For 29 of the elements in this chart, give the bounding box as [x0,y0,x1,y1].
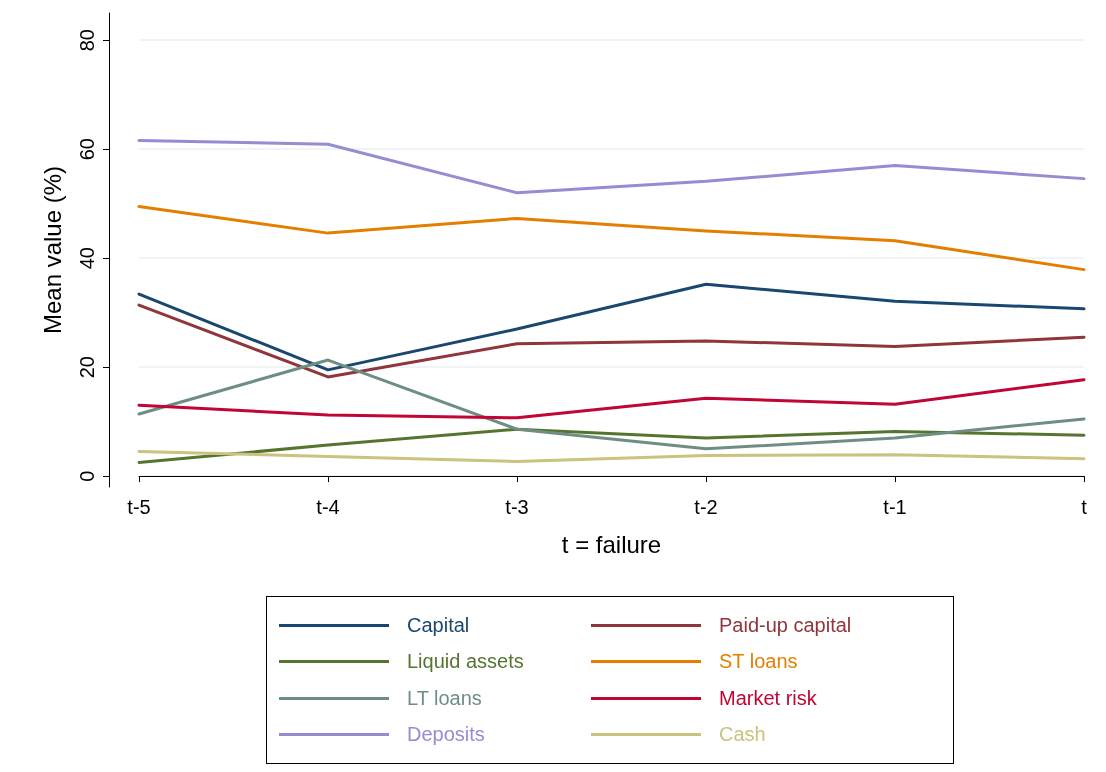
line-series [137,378,1086,420]
line-series [137,204,1086,272]
x-tick-label: t-1 [883,496,907,518]
y-tick-label: 40 [76,247,98,270]
y-tick-label: 0 [76,470,98,482]
x-tick-label: t-2 [694,496,718,518]
x-tick-label: t-3 [505,496,529,518]
text: LT loans [407,686,482,710]
x-axis-title: t = failure [561,530,662,558]
line-series [137,138,1086,195]
line-series [137,427,1086,464]
y-tick-label: 20 [76,356,98,379]
x-tick-label: t-5 [127,496,151,518]
text: Liquid assets [407,650,524,674]
y-axis-title: Mean value (%) [38,165,66,335]
line-series [137,358,1086,451]
text: Market risk [719,686,817,710]
line-series [137,303,1086,379]
x-tick-label: t [1081,496,1088,518]
text: Paid-up capital [719,613,852,637]
y-tick-label: 60 [76,138,98,161]
line-series [137,450,1086,463]
text: Deposits [407,723,485,747]
y-tick-label: 80 [76,29,98,52]
text: ST loans [719,650,798,674]
text: Cash [719,723,766,747]
text: Capital [407,613,470,637]
x-tick-label: t-4 [316,496,340,518]
line-series [137,282,1086,372]
